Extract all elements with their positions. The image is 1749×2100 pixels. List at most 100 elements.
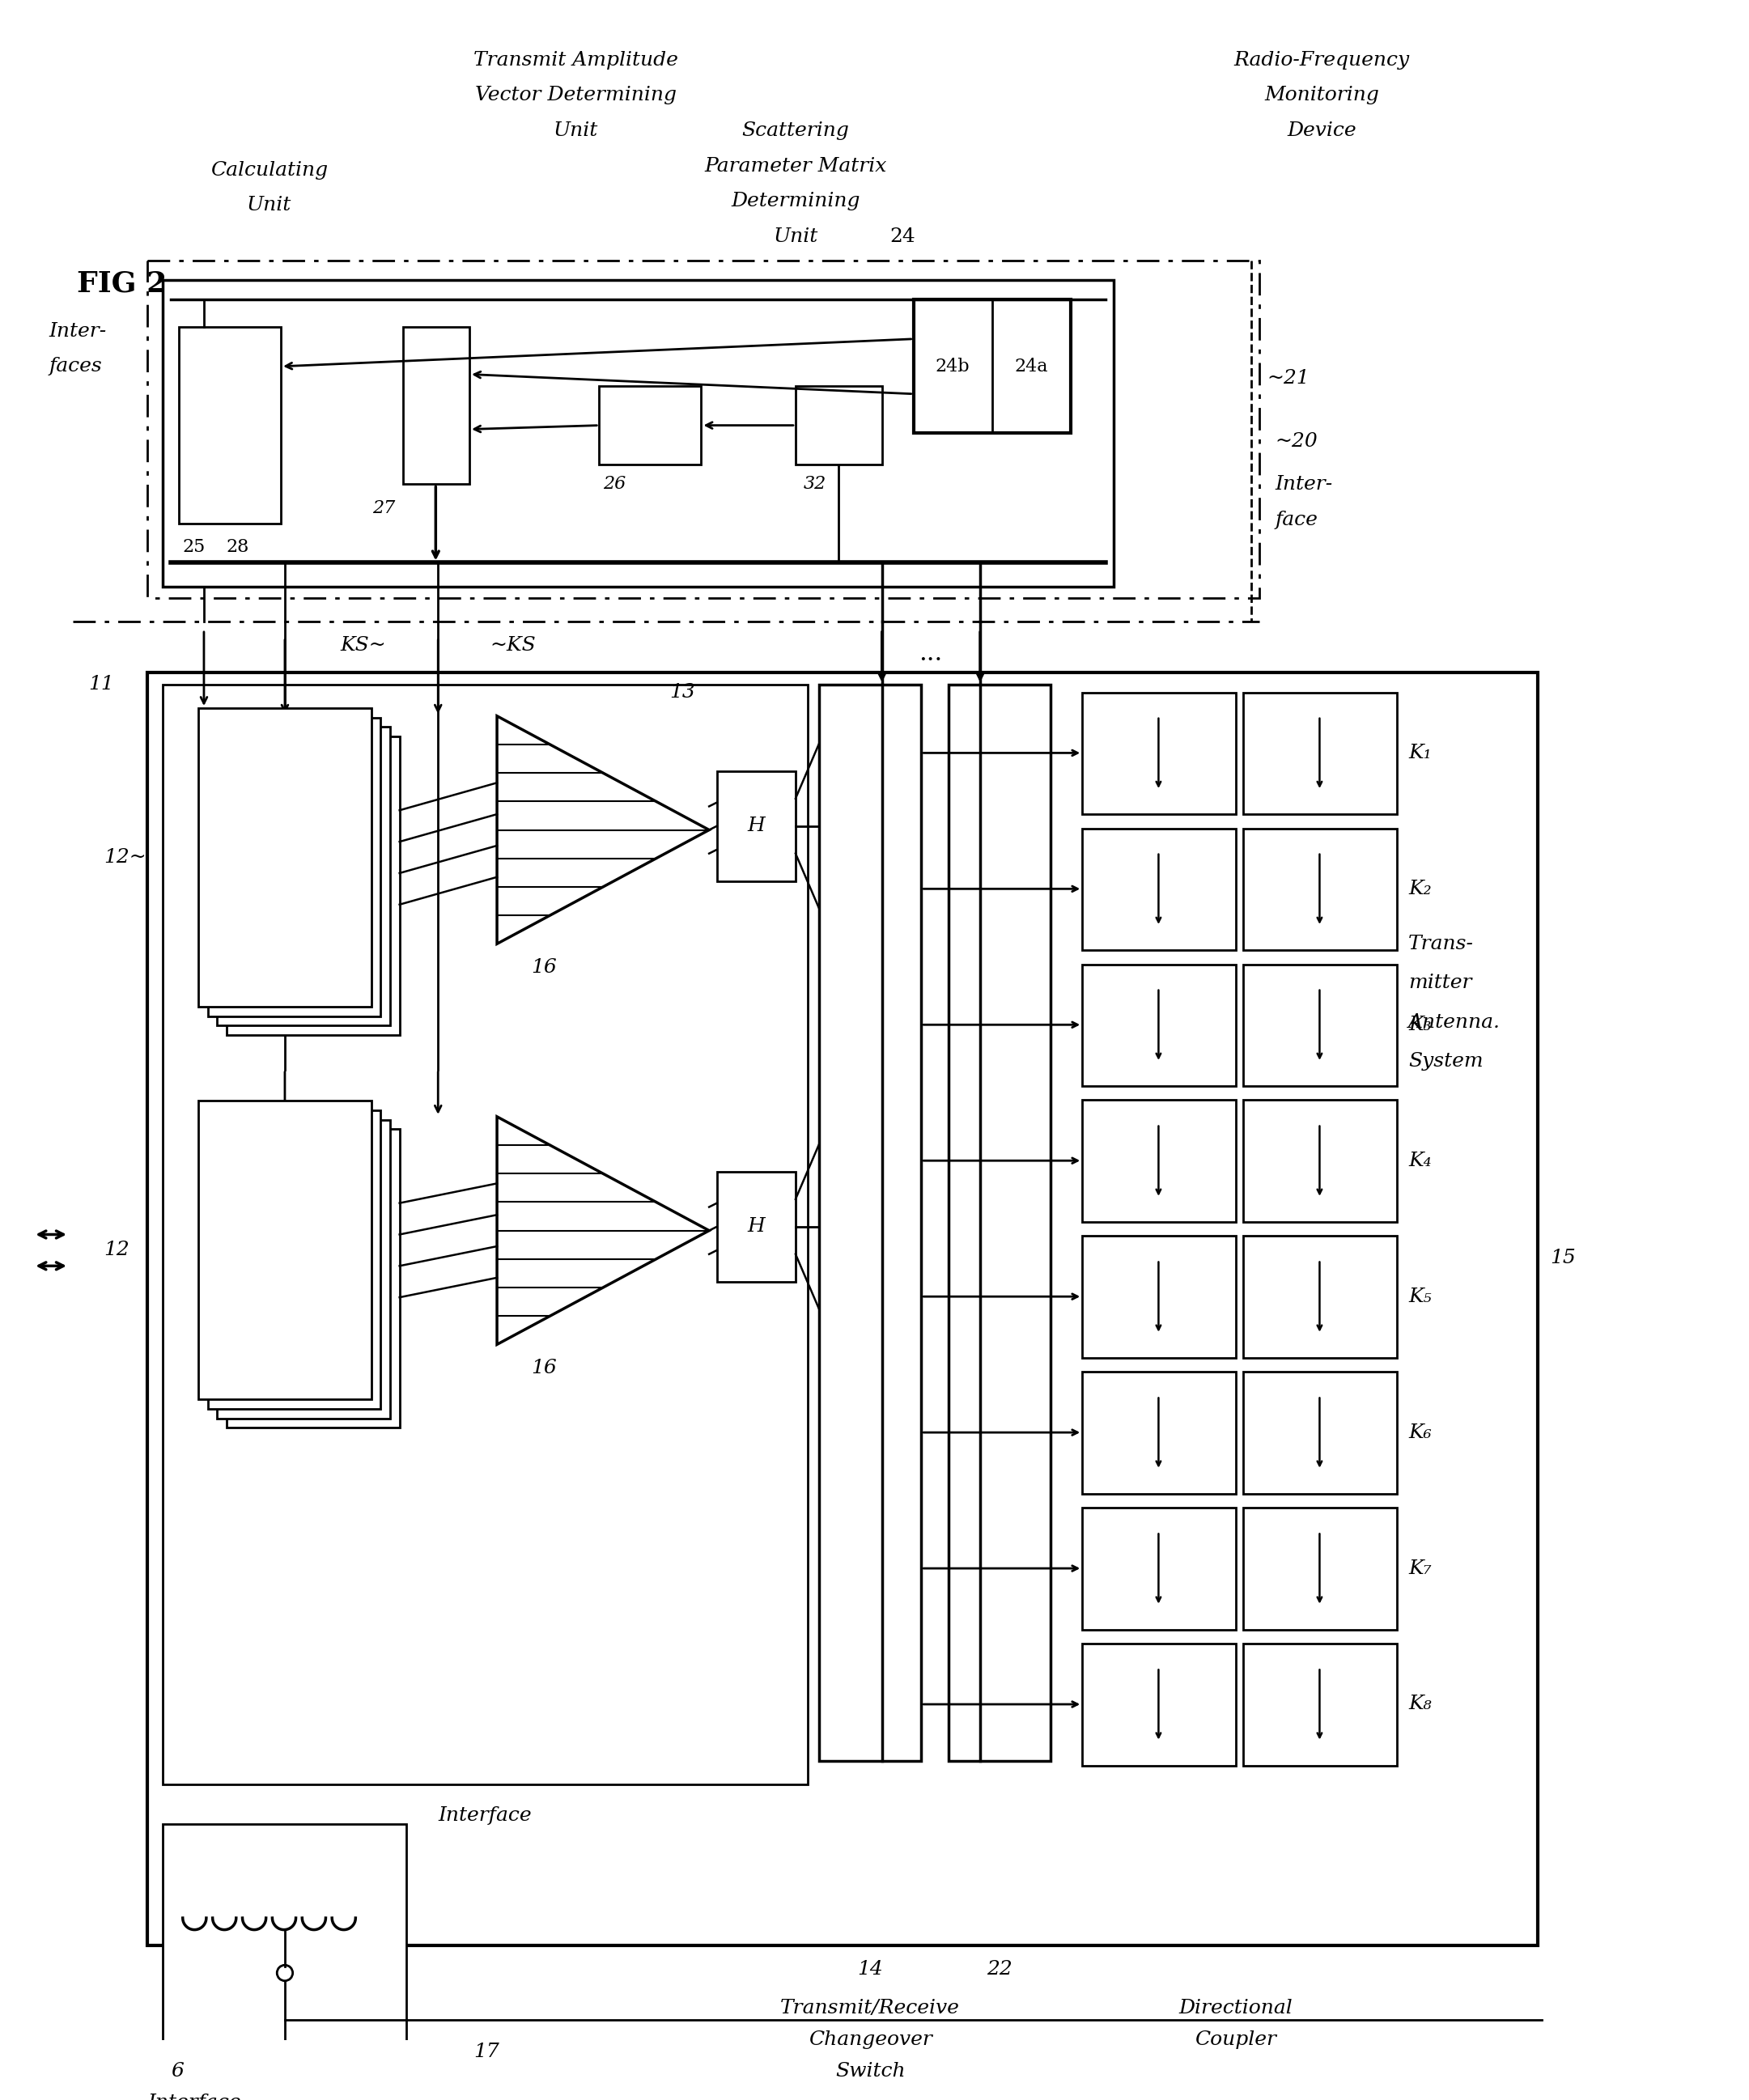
Text: Radio-Frequency: Radio-Frequency <box>1235 50 1410 69</box>
Text: 27: 27 <box>373 500 395 517</box>
Bar <box>402 328 469 485</box>
Text: ~KS: ~KS <box>490 636 535 655</box>
Bar <box>796 386 881 464</box>
Text: 16: 16 <box>532 958 556 976</box>
Text: Switch: Switch <box>834 2062 906 2081</box>
Bar <box>208 718 381 1016</box>
Bar <box>948 685 1051 1760</box>
Text: Unit: Unit <box>553 122 598 141</box>
Bar <box>1244 1100 1397 1222</box>
Text: H: H <box>747 1218 764 1237</box>
Bar <box>227 1130 399 1428</box>
Text: faces: faces <box>49 357 103 376</box>
Text: Coupler: Coupler <box>1195 2031 1277 2050</box>
Bar <box>1244 964 1397 1086</box>
Text: K₈: K₈ <box>1408 1695 1431 1714</box>
Text: 15: 15 <box>1550 1250 1576 1268</box>
Text: 24b: 24b <box>936 357 971 376</box>
Text: 32: 32 <box>803 475 826 493</box>
Bar <box>163 279 1114 586</box>
Text: 6: 6 <box>171 2062 184 2081</box>
Bar <box>819 685 922 1760</box>
Text: 24: 24 <box>890 227 915 246</box>
Text: 22: 22 <box>986 1959 1013 1978</box>
Text: K₂: K₂ <box>1408 880 1431 899</box>
Text: Unit: Unit <box>773 227 819 246</box>
Text: Directional: Directional <box>1179 1999 1293 2018</box>
Text: ~20: ~20 <box>1275 433 1317 449</box>
Bar <box>717 1172 796 1281</box>
Text: 12: 12 <box>105 1241 129 1260</box>
Bar <box>208 1111 381 1409</box>
Text: System: System <box>1408 1052 1483 1071</box>
Bar <box>198 708 371 1006</box>
Text: Unit: Unit <box>247 195 292 214</box>
Bar <box>147 260 1259 598</box>
Bar <box>147 672 1537 1945</box>
Text: H: H <box>747 817 764 836</box>
Text: Interface: Interface <box>147 2094 241 2100</box>
Text: Transmit/Receive: Transmit/Receive <box>780 1999 960 2018</box>
Text: 14: 14 <box>857 1959 883 1978</box>
Text: ~21: ~21 <box>1266 370 1310 388</box>
Bar <box>1083 1508 1235 1630</box>
Bar <box>1083 1371 1235 1493</box>
Text: 26: 26 <box>603 475 626 493</box>
Bar <box>198 1100 371 1399</box>
Bar <box>227 737 399 1035</box>
Bar <box>1083 693 1235 815</box>
Text: K₁: K₁ <box>1408 743 1431 762</box>
Text: K₇: K₇ <box>1408 1558 1431 1577</box>
Text: Changeover: Changeover <box>808 2031 932 2050</box>
Text: Monitoring: Monitoring <box>1265 86 1380 105</box>
Text: Determining: Determining <box>731 191 861 210</box>
Text: K₃: K₃ <box>1408 1016 1431 1033</box>
Text: 16: 16 <box>532 1359 556 1378</box>
Text: 25: 25 <box>182 538 206 557</box>
Text: Antenna.: Antenna. <box>1408 1012 1501 1031</box>
Bar <box>600 386 701 464</box>
Bar <box>163 1823 406 2043</box>
Bar <box>1244 1508 1397 1630</box>
Text: K₆: K₆ <box>1408 1424 1431 1443</box>
Text: 13: 13 <box>670 682 696 701</box>
Bar <box>178 328 282 523</box>
Text: FIG 2: FIG 2 <box>77 271 166 298</box>
Text: Device: Device <box>1287 122 1357 141</box>
Polygon shape <box>497 716 708 943</box>
Bar <box>1083 964 1235 1086</box>
Text: Trans-: Trans- <box>1408 935 1474 953</box>
Bar <box>1244 693 1397 815</box>
Text: Parameter Matrix: Parameter Matrix <box>705 158 887 176</box>
Text: 12~: 12~ <box>105 848 147 867</box>
Text: K₄: K₄ <box>1408 1151 1431 1170</box>
Bar <box>717 771 796 882</box>
Text: Interface: Interface <box>439 1806 532 1825</box>
Text: Inter-: Inter- <box>1275 475 1333 493</box>
Bar <box>217 1119 390 1418</box>
Text: face: face <box>1275 510 1317 529</box>
Text: 11: 11 <box>89 676 114 693</box>
Bar <box>1244 1237 1397 1359</box>
Bar <box>913 300 1070 433</box>
Polygon shape <box>497 1117 708 1344</box>
Bar <box>1083 1237 1235 1359</box>
Text: Scattering: Scattering <box>742 122 850 141</box>
Bar <box>1083 1644 1235 1766</box>
Text: Vector Determining: Vector Determining <box>474 86 677 105</box>
Text: 24a: 24a <box>1014 357 1048 376</box>
Text: 17: 17 <box>474 2041 498 2060</box>
Text: ...: ... <box>918 640 943 666</box>
Bar <box>1244 1644 1397 1766</box>
Text: Transmit Amplitude: Transmit Amplitude <box>474 50 679 69</box>
Bar <box>163 685 808 1785</box>
Text: mitter: mitter <box>1408 974 1473 993</box>
Text: 28: 28 <box>226 538 248 557</box>
Text: KS~: KS~ <box>341 636 387 655</box>
Bar <box>1083 1100 1235 1222</box>
Text: Inter-: Inter- <box>49 321 107 340</box>
Bar <box>1244 827 1397 949</box>
Text: K₅: K₅ <box>1408 1287 1431 1306</box>
Bar <box>1083 827 1235 949</box>
Bar <box>217 727 390 1025</box>
